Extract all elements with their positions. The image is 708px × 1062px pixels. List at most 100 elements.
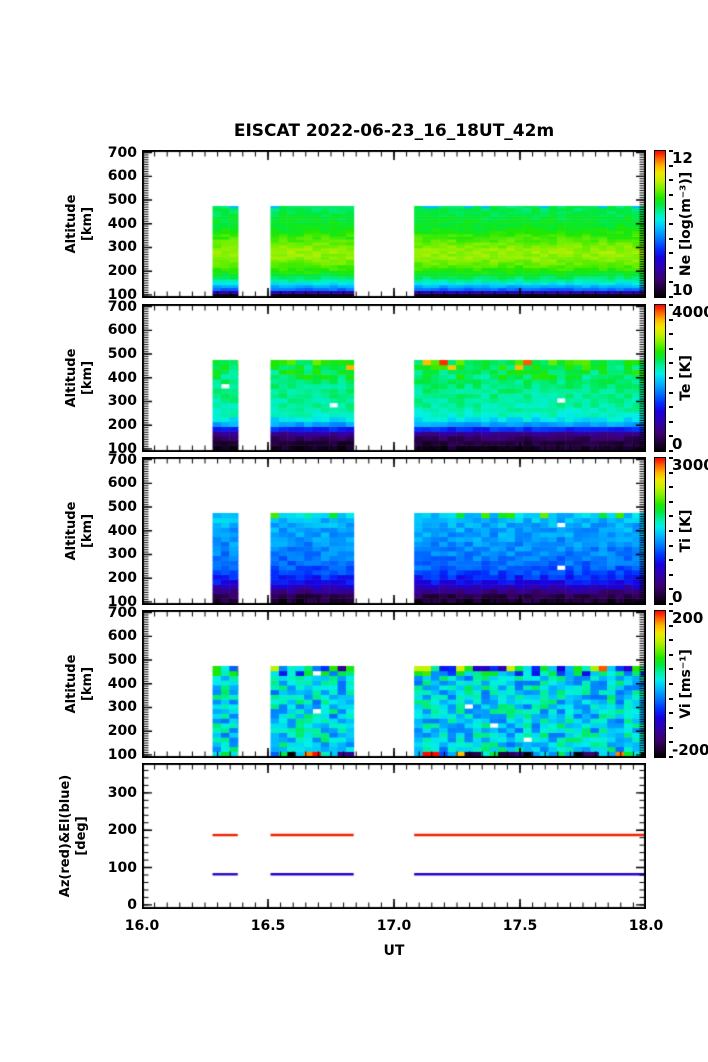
te-colorbar-tick: [669, 304, 673, 306]
altitude-tick-label: 400: [107, 675, 137, 692]
ne-colorbar-tick: [669, 179, 673, 182]
altitude-tick-label: 200: [107, 723, 137, 740]
te-colorbar-tick: [669, 391, 673, 394]
altitude-tick-label: 400: [107, 369, 137, 386]
te-colorbar-tick: [669, 420, 673, 423]
ne-colorbar-title: Ne [log(m⁻³)]: [678, 171, 694, 277]
vi-colorbar-tick: [669, 683, 673, 685]
ne-colorbar-max-label: 12: [672, 149, 693, 167]
ti-colorbar-tick: [669, 559, 673, 562]
altitude-tick-label: 600: [107, 475, 137, 492]
deg-tick-label: 0: [127, 896, 137, 913]
ti-colorbar-tick: [669, 603, 673, 605]
vi-colorbar-title: Vi [ms⁻¹]: [678, 649, 694, 719]
ne-colorbar: [654, 150, 666, 298]
vi-colorbar-tick: [669, 624, 673, 627]
azel-axis-label: Az(red)&El(blue) [deg]: [58, 774, 89, 898]
ut-tick-label: 17.0: [376, 918, 412, 934]
ne-heatmap-canvas: [142, 150, 646, 298]
ti-colorbar: [654, 457, 666, 605]
ne-colorbar-tick: [669, 296, 673, 298]
altitude-tick-label: 200: [107, 263, 137, 280]
altitude-tick-label: 400: [107, 215, 137, 232]
ne-colorbar-tick: [669, 281, 673, 284]
altitude-tick-label: 400: [107, 522, 137, 539]
ti-colorbar-tick: [669, 573, 673, 576]
te-colorbar-tick: [669, 450, 673, 452]
ut-tick-label: 18.0: [628, 918, 664, 934]
altitude-tick-label: 700: [107, 604, 137, 621]
altitude-tick-label: 300: [107, 546, 137, 563]
ti-colorbar-tick: [669, 457, 673, 459]
te-colorbar-title: Te [K]: [678, 355, 694, 401]
ti-colorbar-tick: [669, 500, 673, 503]
te-heatmap-canvas: [142, 304, 646, 452]
te-altitude-axis-label: Altitude [km]: [64, 348, 95, 408]
ti-colorbar-tick: [669, 515, 673, 518]
altitude-tick-label: 100: [107, 746, 137, 763]
altitude-tick-label: 100: [107, 286, 137, 303]
te-colorbar-min-label: 0: [672, 435, 683, 453]
vi-colorbar-tick: [669, 741, 673, 744]
ne-colorbar-tick: [669, 193, 673, 196]
altitude-tick-label: 600: [107, 628, 137, 645]
ti-colorbar-tick: [669, 486, 673, 489]
deg-tick-label: 100: [107, 859, 137, 876]
altitude-tick-label: 200: [107, 417, 137, 434]
vi-colorbar-tick: [669, 653, 673, 656]
deg-tick-label: 300: [107, 784, 137, 801]
ne-colorbar-tick: [669, 223, 673, 225]
vi-colorbar-min-label: -200: [672, 741, 708, 759]
ne-colorbar-tick: [669, 237, 673, 240]
vi-colorbar-tick: [669, 726, 673, 729]
ti-colorbar-tick: [669, 544, 673, 547]
vi-altitude-axis-label: Altitude [km]: [64, 654, 95, 714]
vi-colorbar: [654, 610, 666, 758]
vi-colorbar-tick: [669, 712, 673, 715]
altitude-tick-label: 500: [107, 346, 137, 363]
ne-colorbar-tick: [669, 164, 673, 167]
ti-colorbar-title: Ti [K]: [678, 509, 694, 553]
ne-colorbar-tick: [669, 266, 673, 269]
te-colorbar-tick: [669, 347, 673, 350]
altitude-tick-label: 500: [107, 192, 137, 209]
ut-tick-label: 16.5: [250, 918, 286, 934]
te-colorbar-tick: [669, 318, 673, 321]
altitude-tick-label: 600: [107, 168, 137, 185]
ut-tick-label: 17.5: [502, 918, 538, 934]
vi-colorbar-tick: [669, 756, 673, 758]
altitude-tick-label: 500: [107, 652, 137, 669]
altitude-tick-label: 700: [107, 144, 137, 161]
altitude-tick-label: 500: [107, 499, 137, 516]
ne-colorbar-tick: [669, 208, 673, 211]
altitude-tick-label: 300: [107, 699, 137, 716]
azel-line-canvas: [142, 763, 646, 909]
ne-colorbar-tick: [669, 252, 673, 255]
te-colorbar-tick: [669, 377, 673, 379]
ti-altitude-axis-label: Altitude [km]: [64, 501, 95, 561]
ti-colorbar-min-label: 0: [672, 588, 683, 606]
ti-colorbar-tick: [669, 471, 673, 474]
deg-tick-label: 200: [107, 822, 137, 839]
altitude-tick-label: 700: [107, 451, 137, 468]
te-colorbar-tick: [669, 435, 673, 438]
vi-colorbar-max-label: 200: [672, 609, 704, 627]
ti-heatmap-canvas: [142, 457, 646, 605]
vi-colorbar-tick: [669, 668, 673, 671]
altitude-tick-label: 600: [107, 322, 137, 339]
ut-tick-label: 16.0: [124, 918, 160, 934]
altitude-tick-label: 300: [107, 393, 137, 410]
vi-heatmap-canvas: [142, 610, 646, 758]
ne-colorbar-min-label: 10: [672, 281, 693, 299]
ti-colorbar-tick: [669, 588, 673, 591]
te-colorbar-tick: [669, 333, 673, 336]
plot-title: EISCAT 2022-06-23_16_18UT_42m: [233, 121, 555, 141]
te-colorbar-tick: [669, 406, 673, 409]
te-colorbar: [654, 304, 666, 452]
vi-colorbar-tick: [669, 639, 673, 642]
vi-colorbar-tick: [669, 697, 673, 700]
altitude-tick-label: 300: [107, 239, 137, 256]
